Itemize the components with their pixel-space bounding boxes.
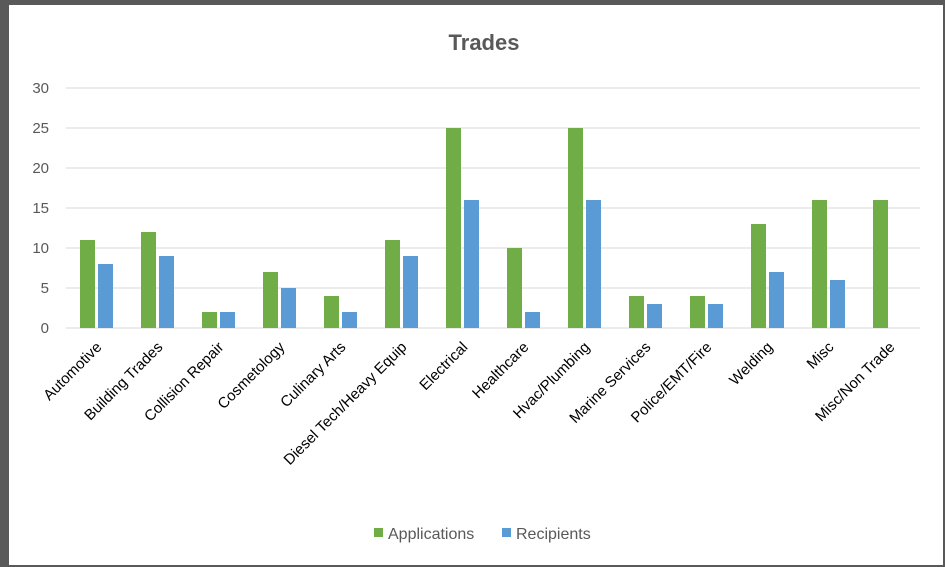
bar-applications-8 (568, 128, 583, 328)
bar-recipients-6 (464, 200, 479, 328)
legend-label-recipients: Recipients (516, 526, 591, 543)
bars (80, 128, 888, 328)
bar-applications-3 (263, 272, 278, 328)
bar-recipients-2 (220, 312, 235, 328)
bar-recipients-12 (830, 280, 845, 328)
y-tick-label: 0 (41, 320, 49, 337)
y-axis-ticks: 0 5 10 15 20 25 30 (32, 80, 49, 337)
bar-applications-6 (446, 128, 461, 328)
legend-swatch-applications (374, 528, 383, 537)
bar-applications-1 (141, 232, 156, 328)
bar-applications-12 (812, 200, 827, 328)
bar-recipients-7 (525, 312, 540, 328)
bar-recipients-8 (586, 200, 601, 328)
x-category-label: Healthcare (469, 339, 532, 402)
x-category-label: Diesel Tech/Heavy Equip (281, 339, 411, 469)
bar-applications-13 (873, 200, 888, 328)
chart-title: Trades (449, 30, 520, 55)
bar-recipients-9 (647, 304, 662, 328)
bar-recipients-11 (769, 272, 784, 328)
bar-recipients-4 (342, 312, 357, 328)
legend: Applications Recipients (374, 526, 591, 543)
bar-applications-9 (629, 296, 644, 328)
bar-applications-2 (202, 312, 217, 328)
bar-recipients-10 (708, 304, 723, 328)
bar-applications-10 (690, 296, 705, 328)
legend-label-applications: Applications (388, 526, 474, 543)
bar-applications-11 (751, 224, 766, 328)
bar-recipients-5 (403, 256, 418, 328)
x-category-label: Welding (726, 339, 776, 389)
bar-recipients-0 (98, 264, 113, 328)
bar-recipients-3 (281, 288, 296, 328)
bar-applications-0 (80, 240, 95, 328)
bar-applications-4 (324, 296, 339, 328)
bar-recipients-1 (159, 256, 174, 328)
y-tick-label: 30 (32, 80, 49, 97)
x-category-label: Automotive (40, 339, 105, 404)
bar-applications-5 (385, 240, 400, 328)
y-tick-label: 5 (41, 280, 49, 297)
x-category-label: Electrical (416, 339, 471, 394)
bar-applications-7 (507, 248, 522, 328)
legend-swatch-recipients (502, 528, 511, 537)
gridlines (66, 87, 920, 329)
x-category-label: Misc (804, 338, 838, 372)
y-tick-label: 15 (32, 200, 49, 217)
y-tick-label: 10 (32, 240, 49, 257)
y-tick-label: 20 (32, 160, 49, 177)
y-tick-label: 25 (32, 120, 49, 137)
